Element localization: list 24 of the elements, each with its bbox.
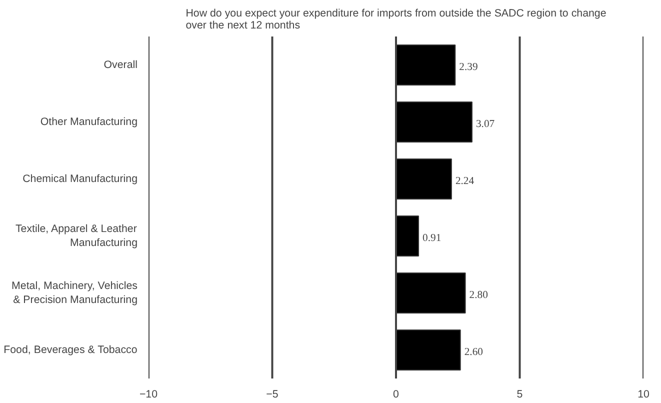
- bar: [396, 330, 461, 370]
- x-tick-label: 5: [516, 388, 523, 400]
- y-tick-label: Overall: [104, 59, 138, 71]
- y-tick-label: Other Manufacturing: [40, 116, 138, 128]
- x-tick-label: 0: [393, 388, 400, 400]
- bar: [396, 216, 420, 256]
- y-tick-label: Textile, Apparel & Leather Manufacturing: [15, 222, 138, 250]
- data-label: 2.60: [464, 347, 484, 358]
- bar: [396, 44, 456, 86]
- data-label: 2.24: [455, 176, 475, 187]
- bar: [396, 158, 452, 200]
- chart-title: How do you expect your expenditure for imports from outside the SADC region to change over the next 12 months: [186, 8, 606, 32]
- data-label: 0.91: [422, 233, 442, 244]
- data-label: 3.07: [476, 119, 496, 130]
- y-tick-label: Food, Beverages & Tobacco: [4, 344, 138, 356]
- x-tick-label: 10: [638, 388, 650, 400]
- bar: [396, 102, 472, 142]
- x-tick-label: −10: [139, 388, 158, 400]
- data-label: 2.39: [459, 62, 478, 73]
- bar: [396, 272, 466, 314]
- data-label: 2.80: [469, 290, 488, 301]
- y-tick-label: Metal, Machinery, Vehicles & Precision Manufacturing: [12, 280, 138, 306]
- x-tick-label: −5: [266, 388, 278, 400]
- y-tick-label: Chemical Manufacturing: [22, 173, 138, 185]
